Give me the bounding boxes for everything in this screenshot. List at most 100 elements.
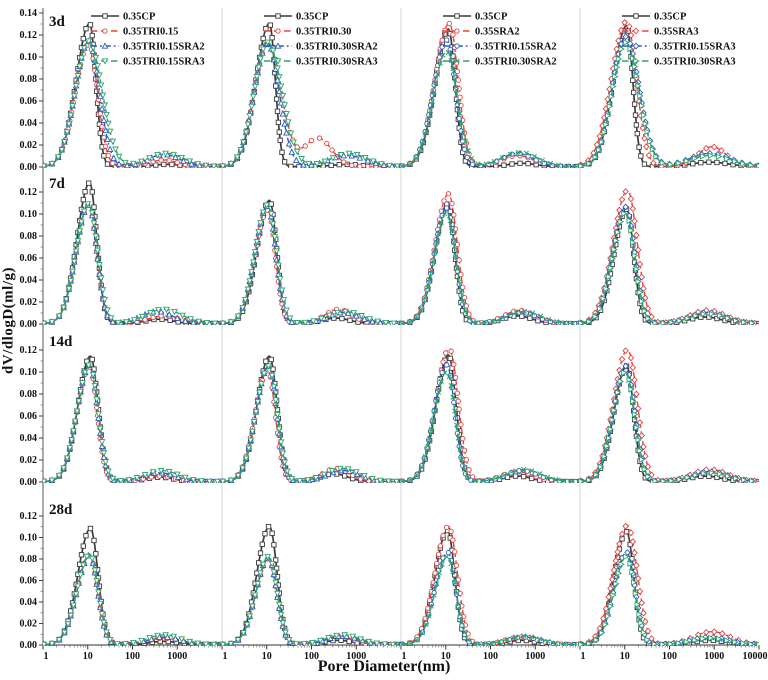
curve-14d-0.35TRI0.15 <box>43 366 222 483</box>
panel-28d-1 <box>43 525 226 646</box>
x-tick-label: 10 <box>620 651 630 662</box>
panel-7d-3 <box>399 191 581 325</box>
markers-0.35SRA2 <box>399 191 581 325</box>
markers-0.35CP <box>43 525 220 646</box>
legend-entry: 0.35TRI0.30 <box>264 27 351 38</box>
row-label-7d: 7d <box>49 176 66 192</box>
curve-7d-0.35TRI0.30SRA3 <box>222 204 401 325</box>
curve-3d-0.35TRI0.30SRA2 <box>400 50 580 168</box>
markers-0.35TRI0.15SRA3 <box>43 553 226 646</box>
curve-14d-0.35CP <box>400 354 580 483</box>
y-tick-label: 0.10 <box>20 533 38 544</box>
y-tick-label: 0.10 <box>20 52 38 63</box>
legend-label: 0.35TRI0.30SRA3 <box>296 57 378 68</box>
curve-14d-0.35SRA2 <box>400 347 580 483</box>
legend-label: 0.35CP <box>123 12 156 23</box>
panel-14d-1 <box>43 355 225 483</box>
y-tick-label: 0.04 <box>20 275 38 286</box>
legend-panel-4: 0.35CP 0.35SRA3 0.35TRI0.15SRA3 0.35TRI0.30… <box>622 12 736 68</box>
markers-0.35TRI0.15 <box>43 364 219 483</box>
markers-0.35TRI0.30SRA2 <box>399 554 583 646</box>
panel-7d-4 <box>577 188 759 325</box>
markers-0.35CP <box>399 201 581 325</box>
markers-0.35TRI0.30SRA2 <box>220 202 400 325</box>
row-label-14d: 14d <box>49 334 73 350</box>
markers-0.35CP <box>578 363 759 483</box>
legend-panel-3: 0.35CP 0.35SRA2 0.35TRI0.15SRA2 0.35TRI0.30… <box>443 12 557 68</box>
x-axis: 1 10 100 1000 1 10 100 1000 1 10 100 1000 1 10 100 1000… <box>42 645 768 662</box>
y-tick-label: 0.04 <box>20 118 38 129</box>
markers-0.35TRI0.30SRA3 <box>219 202 398 325</box>
panel-3d-4 <box>577 18 759 168</box>
y-tick-label: 0.12 <box>20 345 38 356</box>
markers-0.35TRI0.15SRA3 <box>577 362 756 483</box>
legend-label: 0.35CP <box>296 12 329 23</box>
curve-7d-0.35TRI0.30SRA2 <box>222 205 401 325</box>
legend-label: 0.35TRI0.15SRA3 <box>654 42 736 53</box>
markers-0.35TRI0.30SRA3 <box>578 38 759 168</box>
y-tick-label: 0.14 <box>20 8 38 19</box>
curve-28d-0.35TRI0.30SRA3 <box>580 555 759 646</box>
x-tick-label: 1 <box>581 651 586 662</box>
x-tick-label: 100 <box>304 651 319 662</box>
x-tick-label: 100 <box>125 651 140 662</box>
x-tick-label: 10 <box>262 651 272 662</box>
y-tick-label: 0.08 <box>20 231 38 242</box>
curve-14d-0.35TRI0.15SRA3 <box>43 364 222 483</box>
curve-28d-0.35TRI0.15SRA2 <box>43 554 222 646</box>
panel-dividers <box>221 8 581 645</box>
curve-14d-0.35CP <box>43 355 222 483</box>
legend-label: 0.35CP <box>654 12 687 23</box>
panel-28d-2 <box>219 523 405 646</box>
y-tick-label: 0.08 <box>20 389 38 400</box>
markers-0.35TRI0.15SRA3 <box>577 33 759 168</box>
panel-14d-3 <box>399 347 583 483</box>
legend-label: 0.35SRA2 <box>475 27 520 38</box>
legend-entry: 0.35SRA3 <box>622 27 699 38</box>
markers-0.35TRI0.30SRA3 <box>219 39 401 168</box>
panel-7d-1 <box>43 180 222 325</box>
y-tick-label: 0.10 <box>20 367 38 378</box>
curve-28d-0.35CP <box>400 529 580 646</box>
x-axis-title: Pore Diameter(nm) <box>317 658 451 675</box>
legend-entry: 0.35TRI0.15SRA2 <box>91 42 205 53</box>
panel-14d-4 <box>577 347 759 483</box>
markers-0.35TRI0.15SRA3 <box>43 362 221 483</box>
y-tick-label: 0.10 <box>20 209 38 220</box>
curve-14d-0.35TRI0.30 <box>222 369 401 483</box>
legend-label: 0.35TRI0.15SRA3 <box>123 57 205 68</box>
markers-0.35TRI0.30SRA3 <box>219 554 405 646</box>
y-tick-label: 0.12 <box>20 187 38 198</box>
curve-14d-0.35CP <box>221 355 401 483</box>
legend-label: 0.35TRI0.15 <box>123 27 178 38</box>
y-tick-label: 0.02 <box>20 455 38 466</box>
curve-28d-0.35TRI0.15SRA3 <box>43 553 222 646</box>
curve-28d-0.35TRI0.15 <box>43 554 222 646</box>
curve-7d-0.35TRI0.15SRA3 <box>580 206 759 325</box>
x-tick-label: 100 <box>662 651 677 662</box>
curve-7d-0.35CP <box>43 181 222 325</box>
y-tick-label: 0.06 <box>20 96 38 107</box>
y-tick-label: 0.00 <box>20 319 38 330</box>
curve-28d-0.35CP <box>43 527 222 646</box>
markers-0.35TRI0.15 <box>43 202 221 325</box>
panel-3d-3 <box>399 20 580 168</box>
row-label-3d: 3d <box>49 14 66 30</box>
x-tick-label: 1 <box>223 651 228 662</box>
markers-0.35SRA2 <box>399 348 580 483</box>
markers-0.35TRI0.15SRA2 <box>399 205 578 325</box>
markers-0.35CP <box>399 527 578 646</box>
y-tick-label: 0.06 <box>20 253 38 264</box>
legend-entry: 0.35TRI0.15 <box>91 27 178 38</box>
curve-7d-0.35TRI0.30 <box>222 209 401 325</box>
curve-28d-0.35TRI0.15SRA2 <box>401 551 580 646</box>
legend-entry: 0.35CP <box>264 12 329 23</box>
markers-0.35TRI0.30SRA3 <box>578 553 759 646</box>
markers-0.35TRI0.30 <box>220 207 402 325</box>
markers-0.35CP <box>399 355 583 483</box>
legend-entry: 0.35SRA2 <box>443 27 520 38</box>
legend-label: 0.35SRA3 <box>654 27 699 38</box>
curve-7d-0.35SRA2 <box>400 193 581 325</box>
y-tick-label: 0.06 <box>20 411 38 422</box>
